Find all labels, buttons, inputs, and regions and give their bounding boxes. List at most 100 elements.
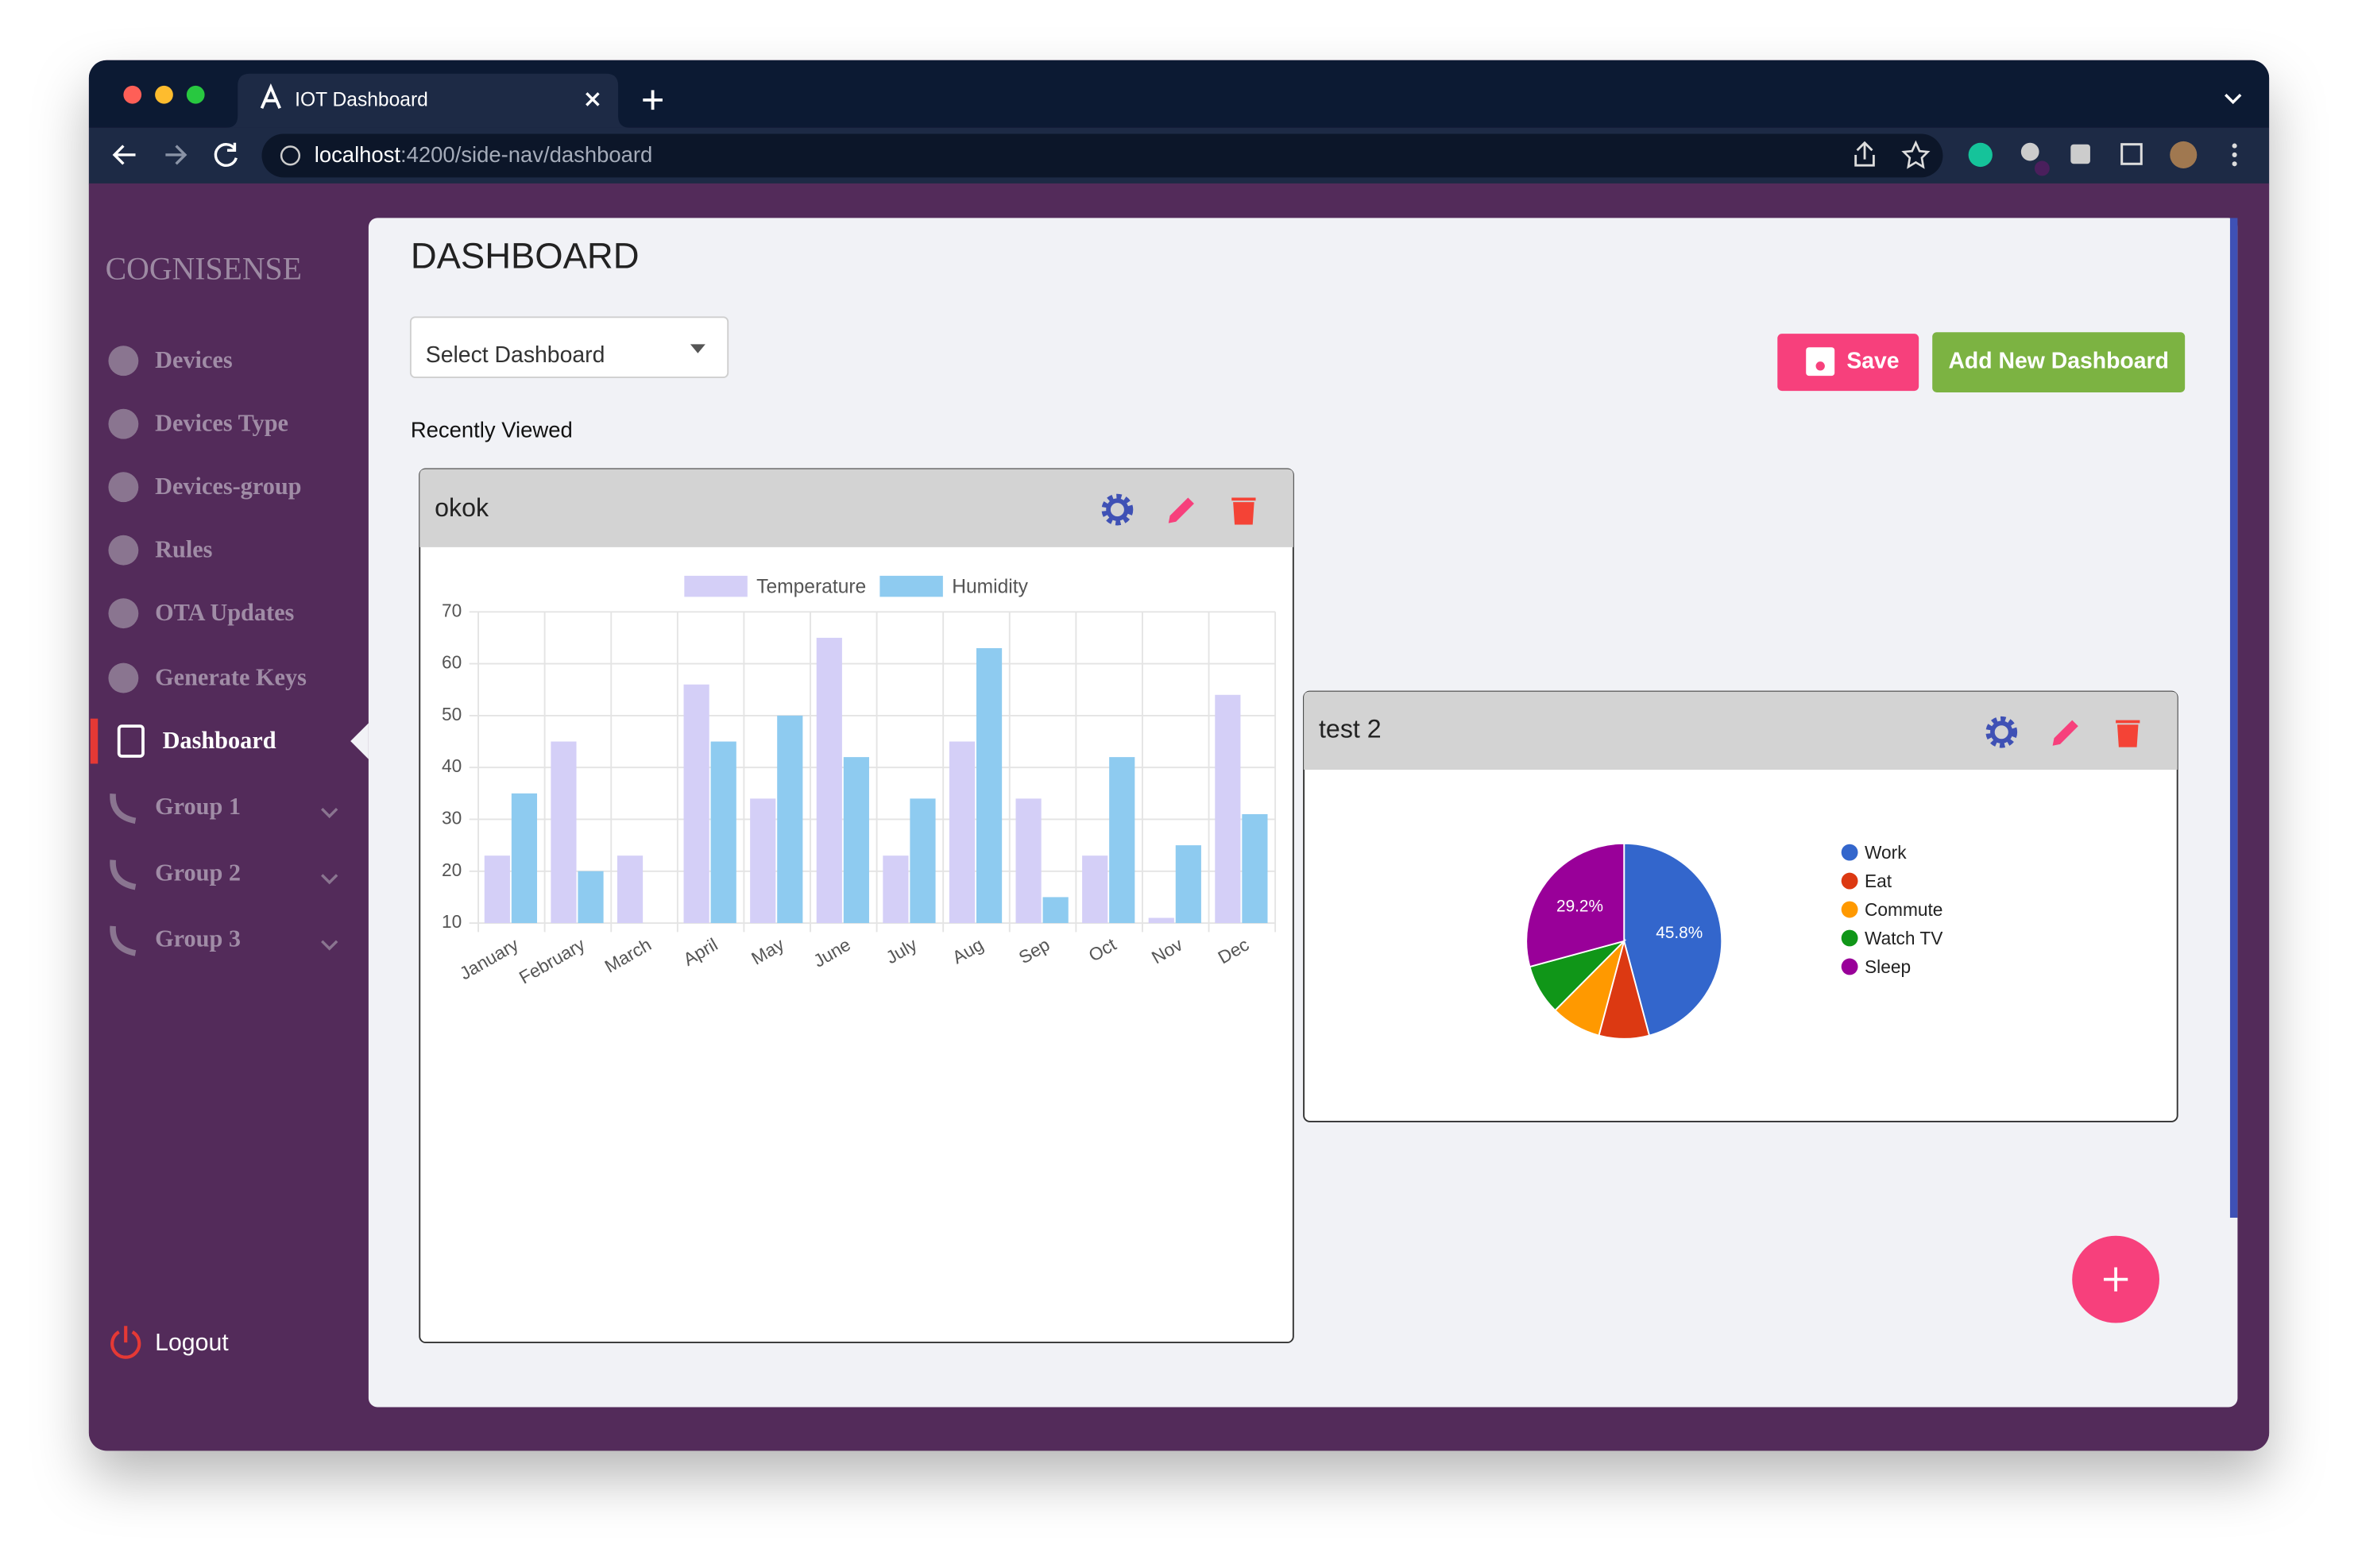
- nav-item[interactable]: OTA Updates: [155, 599, 294, 626]
- side-nav: Devices Devices Type Devices-group Rules OTA…: [90, 346, 369, 956]
- close-window[interactable]: [123, 85, 142, 104]
- grammarly-extension[interactable]: [1968, 142, 1993, 168]
- side-panel[interactable]: [2120, 143, 2143, 165]
- legend-marker[interactable]: [1841, 958, 1858, 975]
- delete-icon[interactable]: [1231, 497, 1256, 525]
- nav-icon: [108, 346, 139, 377]
- nav-icon: [110, 859, 137, 890]
- expand-chevron[interactable]: [321, 874, 338, 885]
- legend-label[interactable]: Work: [1865, 842, 1907, 863]
- nav-icon: [108, 662, 139, 693]
- scrollbar[interactable]: [2229, 218, 2238, 1218]
- nav-item[interactable]: Dashboard: [163, 727, 276, 754]
- profile-avatar[interactable]: [2170, 141, 2198, 168]
- bar: [1215, 694, 1241, 924]
- select-placeholder: Select Dashboard: [426, 342, 605, 368]
- legend-marker[interactable]: [1841, 901, 1858, 918]
- extension-icon[interactable]: [2020, 142, 2039, 161]
- legend-swatch[interactable]: [684, 575, 748, 597]
- logout[interactable]: Logout: [155, 1330, 229, 1356]
- y-tick-label: 50: [442, 704, 462, 724]
- nav-icon: [110, 794, 137, 825]
- select-arrow: [690, 344, 705, 353]
- edit-icon[interactable]: [2052, 720, 2078, 746]
- bar: [1082, 855, 1108, 924]
- legend-label[interactable]: Commute: [1865, 899, 1942, 920]
- nav-item[interactable]: Devices: [155, 346, 233, 373]
- legend-marker[interactable]: [1841, 929, 1858, 947]
- nav-item[interactable]: Group 1: [155, 793, 241, 820]
- legend-label[interactable]: Watch TV: [1865, 928, 1943, 948]
- maximize-window[interactable]: [186, 85, 205, 104]
- bar: [551, 741, 577, 924]
- extensions-menu[interactable]: [2070, 144, 2090, 164]
- legend-label[interactable]: Sleep: [1865, 956, 1911, 977]
- nav-icon: [108, 535, 139, 566]
- section-label: Recently Viewed: [411, 417, 573, 442]
- bookmark-icon[interactable]: [1901, 140, 1931, 169]
- y-tick-label: 40: [442, 755, 462, 776]
- bar: [843, 757, 869, 924]
- tab-favicon: [260, 83, 281, 110]
- nav-item[interactable]: Generate Keys: [155, 663, 307, 690]
- settings-icon[interactable]: [1985, 716, 2018, 748]
- add-dashboard-button[interactable]: [1932, 332, 2186, 392]
- y-tick-label: 20: [442, 859, 462, 880]
- legend-marker[interactable]: [1841, 844, 1858, 861]
- new-tab[interactable]: [643, 90, 663, 110]
- share-icon[interactable]: [1854, 141, 1875, 167]
- extension-badge: [2034, 160, 2050, 176]
- url-host: localhost: [315, 142, 401, 167]
- widget-title: test 2: [1319, 714, 1382, 743]
- tab-close[interactable]: [586, 92, 600, 106]
- settings-icon[interactable]: [1101, 493, 1134, 526]
- legend-label[interactable]: Humidity: [952, 577, 1028, 598]
- url: localhost:4200/side-nav/dashboard: [315, 142, 653, 167]
- bar: [1015, 798, 1042, 924]
- slice-label: 45.8%: [1656, 924, 1703, 942]
- legend-label[interactable]: Temperature: [756, 577, 866, 598]
- save-icon-dot: [1815, 361, 1825, 371]
- nav-item[interactable]: Devices Type: [155, 410, 288, 437]
- widget-title: okok: [435, 493, 489, 522]
- save-label: Save: [1846, 349, 1899, 374]
- dashboard-select[interactable]: [409, 316, 729, 378]
- bar: [949, 741, 976, 924]
- active-tab[interactable]: [226, 73, 631, 128]
- nav-item[interactable]: Rules: [155, 536, 213, 563]
- bar: [976, 648, 1003, 924]
- tab-search[interactable]: [2225, 94, 2242, 105]
- legend-marker[interactable]: [1841, 872, 1858, 890]
- bar: [484, 855, 510, 924]
- bar: [750, 798, 776, 924]
- expand-chevron[interactable]: [321, 808, 338, 819]
- address-bar[interactable]: [261, 133, 1943, 178]
- url-path: :4200/side-nav/dashboard: [400, 142, 652, 167]
- bar: [1042, 897, 1069, 924]
- logout-icon[interactable]: [110, 1326, 141, 1359]
- edit-icon[interactable]: [1168, 497, 1194, 523]
- forward-button[interactable]: [165, 145, 187, 165]
- nav-item[interactable]: Group 3: [155, 925, 241, 952]
- nav-item[interactable]: Devices-group: [155, 473, 301, 500]
- bar: [1109, 757, 1135, 924]
- legend-swatch[interactable]: [879, 575, 943, 597]
- chrome-menu[interactable]: [2232, 143, 2237, 167]
- back-button[interactable]: [112, 145, 136, 165]
- site-info[interactable]: [280, 145, 301, 166]
- bar: [683, 684, 709, 924]
- minimize-window[interactable]: [155, 85, 173, 104]
- delete-icon[interactable]: [2116, 720, 2140, 747]
- reload-button[interactable]: [214, 142, 238, 167]
- nav-item[interactable]: Group 2: [155, 859, 241, 886]
- nav-icon: [108, 598, 139, 629]
- slice-label: 29.2%: [1556, 898, 1603, 916]
- y-tick-label: 10: [442, 911, 462, 932]
- legend-label[interactable]: Eat: [1865, 871, 1892, 891]
- active-pointer: [350, 723, 369, 759]
- expand-chevron[interactable]: [321, 940, 338, 951]
- page-title: DASHBOARD: [411, 236, 640, 276]
- bar: [578, 871, 604, 924]
